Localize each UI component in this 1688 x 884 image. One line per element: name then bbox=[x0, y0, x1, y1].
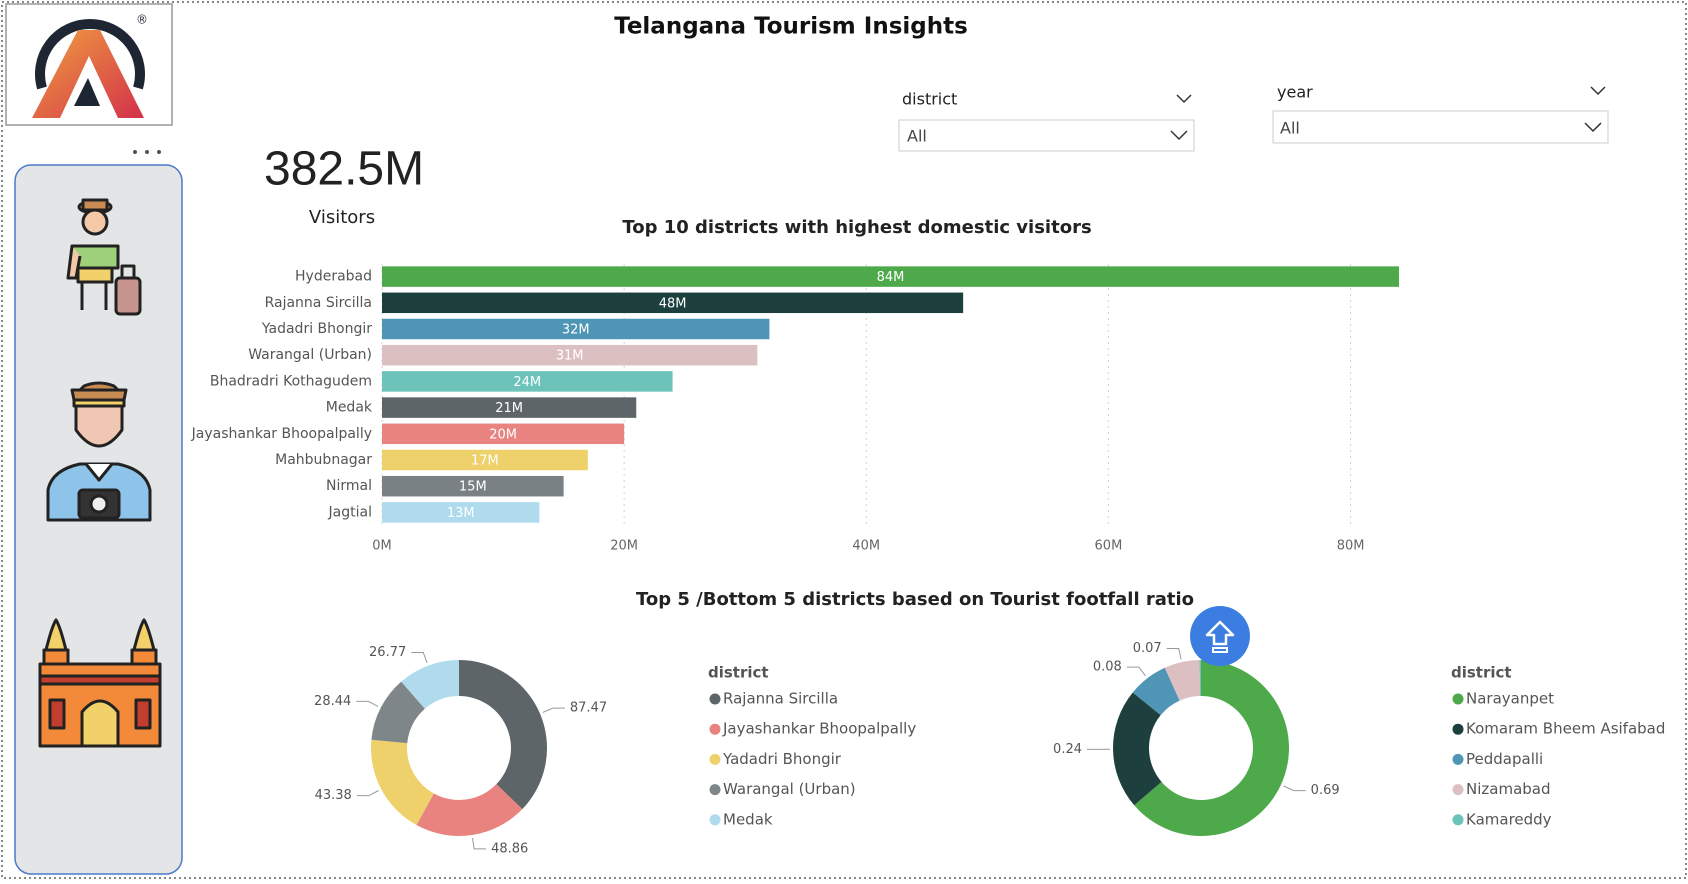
legend-marker bbox=[710, 724, 721, 735]
legend-label: Yadadri Bhongir bbox=[722, 750, 842, 768]
data-label: 43.38 bbox=[315, 788, 352, 803]
scroll-up-button[interactable] bbox=[1190, 606, 1250, 666]
data-label: 0.24 bbox=[1053, 742, 1082, 757]
y-tick-label: Rajanna Sircilla bbox=[265, 295, 372, 311]
data-label: 0.08 bbox=[1093, 660, 1122, 675]
legend-label: Komaram Bheem Asifabad bbox=[1466, 720, 1665, 738]
data-label: 20M bbox=[489, 427, 517, 442]
district-filter[interactable]: district All bbox=[899, 90, 1194, 152]
y-tick-label: Nirmal bbox=[326, 478, 372, 494]
leader-line bbox=[1167, 648, 1181, 659]
data-label: 26.77 bbox=[369, 645, 406, 660]
x-tick-label: 40M bbox=[852, 539, 880, 554]
y-tick-label: Jagtial bbox=[328, 504, 372, 520]
leader-line bbox=[411, 652, 427, 662]
leader-line bbox=[472, 838, 486, 849]
data-label: 13M bbox=[447, 506, 475, 521]
data-label: 48.86 bbox=[491, 841, 528, 856]
legend-label: Medak bbox=[723, 810, 773, 828]
dropdown[interactable] bbox=[1273, 111, 1608, 143]
leader-line bbox=[357, 791, 379, 796]
data-label: 17M bbox=[471, 454, 499, 469]
legend-label: Rajanna Sircilla bbox=[723, 690, 838, 708]
dashboard-title: Telangana Tourism Insights bbox=[614, 14, 968, 40]
y-tick-label: Medak bbox=[326, 400, 373, 416]
data-label: 84M bbox=[877, 270, 905, 285]
kpi-label: Visitors bbox=[309, 207, 375, 228]
legend-label: Jayashankar Bhoopalpally bbox=[722, 720, 916, 738]
filter-label: year bbox=[1277, 83, 1313, 102]
year-filter[interactable]: year All bbox=[1273, 83, 1608, 144]
legend-marker bbox=[1453, 724, 1464, 735]
y-tick-label: Mahbubnagar bbox=[275, 452, 372, 468]
chart-title: Top 5 /Bottom 5 districts based on Touri… bbox=[636, 589, 1194, 610]
filter-value: All bbox=[1280, 119, 1300, 138]
donut-slice bbox=[459, 660, 547, 809]
more-options[interactable] bbox=[133, 150, 161, 154]
legend-marker bbox=[710, 754, 721, 765]
y-tick-label: Jayashankar Bhoopalpally bbox=[191, 426, 372, 442]
x-tick-label: 60M bbox=[1095, 539, 1123, 554]
data-label: 31M bbox=[556, 349, 584, 364]
svg-text:®: ® bbox=[136, 13, 148, 27]
logo: ® bbox=[6, 4, 172, 125]
data-label: 0.69 bbox=[1311, 783, 1340, 798]
leader-line bbox=[543, 708, 565, 712]
dropdown[interactable] bbox=[899, 120, 1194, 151]
legend-label: Nizamabad bbox=[1466, 780, 1551, 798]
y-tick-label: Warangal (Urban) bbox=[248, 347, 372, 363]
legend-label: Kamareddy bbox=[1466, 810, 1552, 828]
legend-marker bbox=[710, 694, 721, 705]
legend-label: Narayanpet bbox=[1466, 690, 1554, 708]
legend-title: district bbox=[1451, 664, 1512, 682]
y-tick-label: Bhadradri Kothagudem bbox=[210, 373, 372, 389]
x-tick-label: 80M bbox=[1337, 539, 1365, 554]
legend-label: Peddapalli bbox=[1466, 750, 1543, 768]
y-tick-label: Hyderabad bbox=[295, 269, 372, 285]
x-tick-label: 20M bbox=[610, 539, 638, 554]
data-label: 48M bbox=[659, 296, 687, 311]
legend-marker bbox=[1453, 814, 1464, 825]
kpi-value: 382.5M bbox=[264, 143, 424, 196]
data-label: 32M bbox=[562, 323, 590, 338]
data-label: 0.07 bbox=[1133, 641, 1162, 656]
legend-marker bbox=[710, 784, 721, 795]
data-label: 21M bbox=[495, 401, 523, 416]
chart-title: Top 10 districts with highest domestic v… bbox=[622, 217, 1091, 238]
leader-line bbox=[1127, 667, 1146, 676]
legend-marker bbox=[710, 814, 721, 825]
filter-value: All bbox=[907, 127, 927, 146]
leader-line bbox=[356, 701, 378, 706]
legend-marker bbox=[1453, 694, 1464, 705]
legend-label: Warangal (Urban) bbox=[723, 780, 856, 798]
data-label: 28.44 bbox=[314, 694, 351, 709]
data-label: 24M bbox=[513, 375, 541, 390]
legend-title: district bbox=[708, 664, 769, 682]
y-tick-label: Yadadri Bhongir bbox=[261, 321, 372, 337]
leader-line bbox=[1284, 786, 1306, 791]
legend-marker bbox=[1453, 754, 1464, 765]
plots: 0M 20M 40M 60M 80M Hyderabad 84M Rajanna Sircil… bbox=[191, 264, 1666, 856]
filter-label: district bbox=[902, 90, 957, 109]
data-label: 15M bbox=[459, 480, 487, 495]
data-label: 87.47 bbox=[570, 701, 607, 716]
legend-marker bbox=[1453, 784, 1464, 795]
x-tick-label: 0M bbox=[372, 539, 392, 554]
